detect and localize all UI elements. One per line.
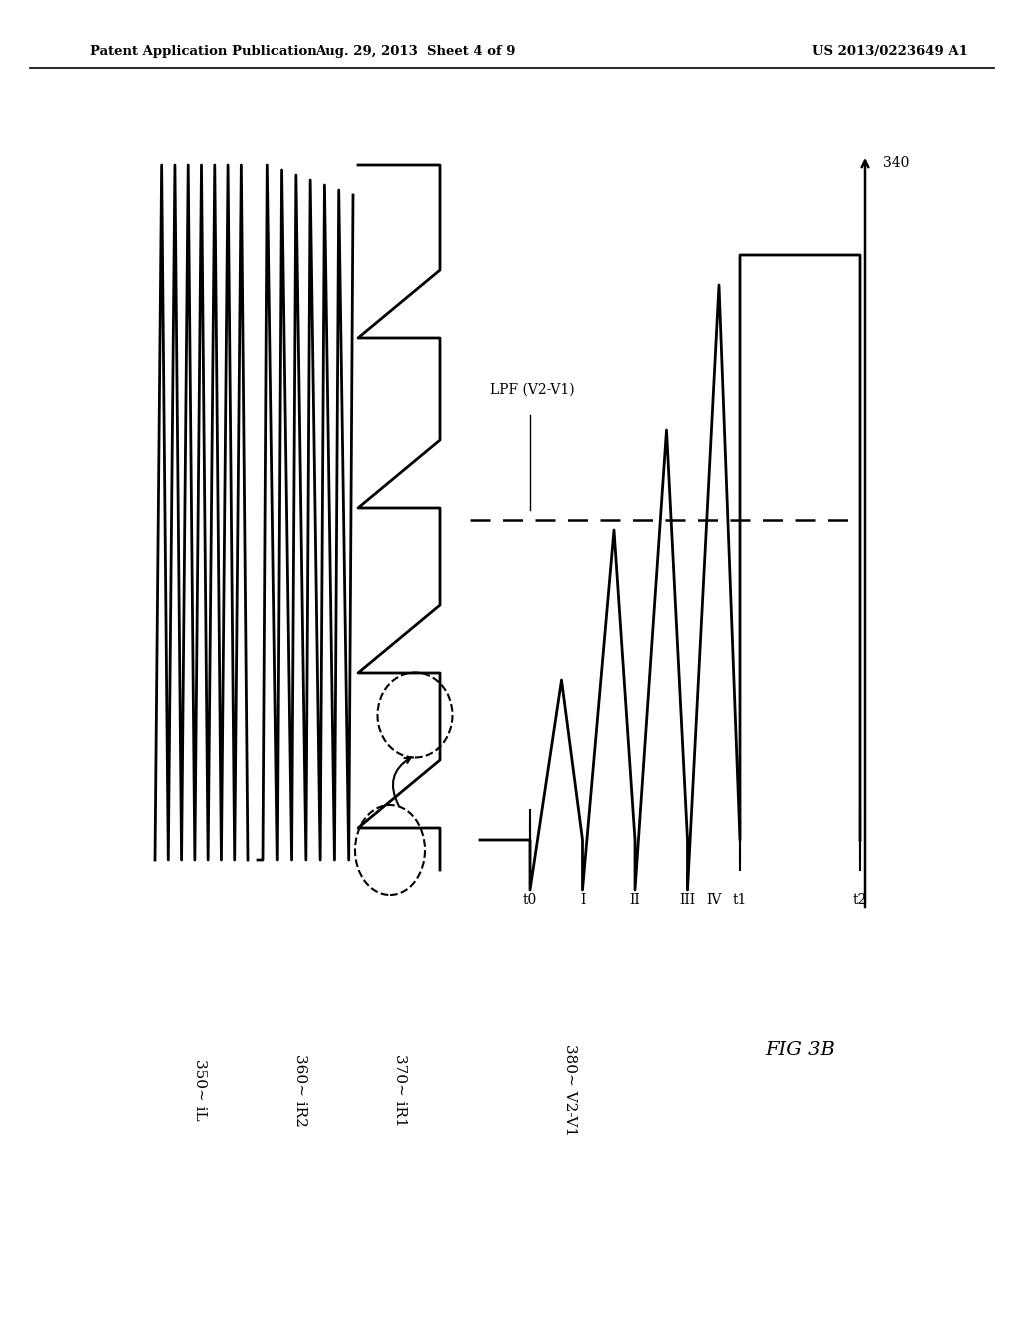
Text: 350∼ iL: 350∼ iL xyxy=(193,1059,207,1121)
Text: LPF (V2-V1): LPF (V2-V1) xyxy=(490,383,574,397)
Text: 380∼ V2-V1: 380∼ V2-V1 xyxy=(563,1044,577,1137)
Text: III: III xyxy=(680,894,695,907)
Text: II: II xyxy=(630,894,640,907)
Text: 370∼ iR1: 370∼ iR1 xyxy=(393,1053,407,1126)
Text: t1: t1 xyxy=(733,894,748,907)
Text: 340: 340 xyxy=(883,156,909,170)
Text: t0: t0 xyxy=(523,894,538,907)
Text: I: I xyxy=(580,894,585,907)
Text: Aug. 29, 2013  Sheet 4 of 9: Aug. 29, 2013 Sheet 4 of 9 xyxy=(314,45,515,58)
Text: Patent Application Publication: Patent Application Publication xyxy=(90,45,316,58)
Text: FIG 3B: FIG 3B xyxy=(765,1041,835,1059)
Text: t2: t2 xyxy=(853,894,867,907)
Text: IV: IV xyxy=(707,894,722,907)
Text: US 2013/0223649 A1: US 2013/0223649 A1 xyxy=(812,45,968,58)
Text: 360∼ iR2: 360∼ iR2 xyxy=(293,1053,307,1126)
